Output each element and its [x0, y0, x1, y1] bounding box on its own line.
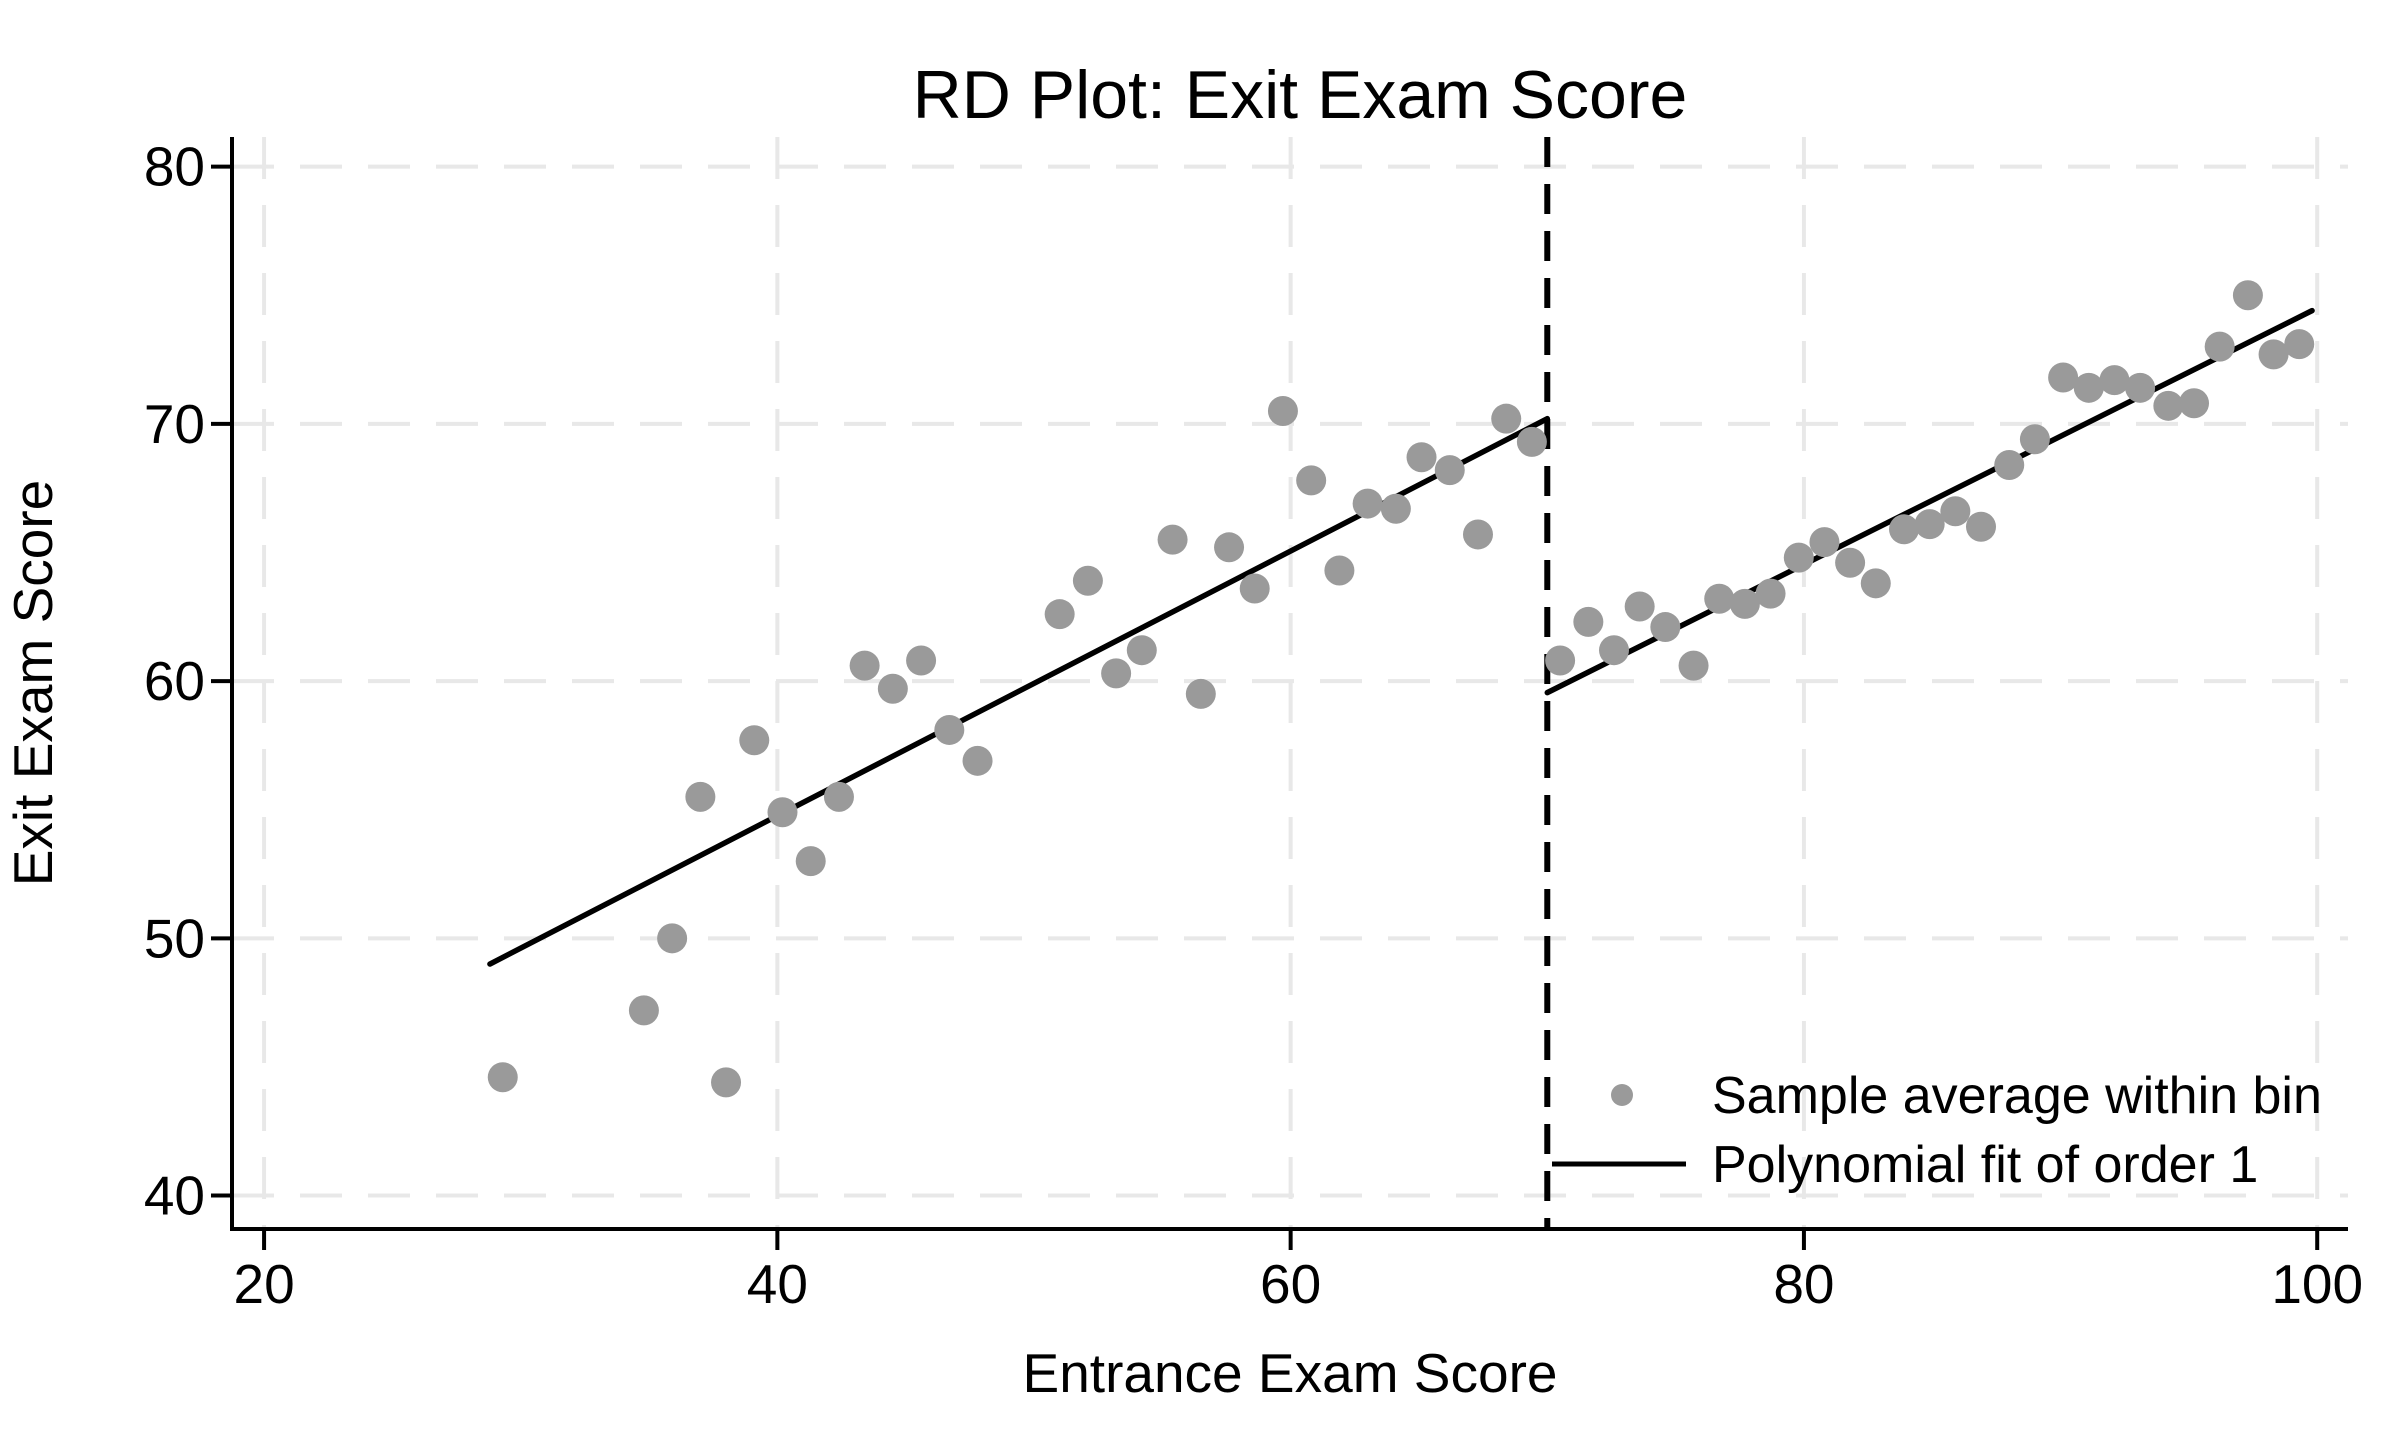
- y-tick-label-40: 40: [144, 1165, 205, 1227]
- tick-labels-layer: 20 40 60 80 100 40 50 60 70 80: [144, 136, 2363, 1315]
- data-point: [823, 781, 854, 812]
- data-point: [685, 781, 716, 812]
- data-point: [1101, 658, 1132, 689]
- data-point: [1678, 650, 1709, 681]
- x-axis-title: Entrance Exam Score: [1023, 1342, 1558, 1404]
- data-point: [1704, 583, 1735, 614]
- gridlines: [232, 137, 2348, 1229]
- data-point: [1940, 496, 1971, 527]
- data-point: [1994, 449, 2025, 480]
- data-point: [906, 645, 937, 676]
- data-point: [1380, 493, 1411, 524]
- y-axis-title: Exit Exam Score: [2, 480, 64, 887]
- data-point: [2232, 280, 2263, 311]
- legend-label-points: Sample average within bin: [1712, 1067, 2322, 1125]
- data-point: [795, 846, 826, 877]
- legend-label-fit: Polynomial fit of order 1: [1712, 1136, 2258, 1194]
- x-tick-label-100: 100: [2271, 1253, 2363, 1315]
- data-point: [2179, 388, 2210, 419]
- axes-layer: [211, 137, 2348, 1250]
- data-point: [1462, 519, 1493, 550]
- data-point: [2073, 372, 2104, 403]
- data-point: [2284, 329, 2315, 360]
- data-point: [1267, 395, 1298, 426]
- data-point: [1599, 635, 1630, 666]
- data-point: [1783, 542, 1814, 573]
- y-tick-label-50: 50: [144, 907, 205, 969]
- data-point: [1072, 565, 1103, 596]
- data-point: [1729, 588, 1760, 619]
- data-point: [1324, 555, 1355, 586]
- data-point: [1491, 403, 1522, 434]
- data-point: [1755, 578, 1786, 609]
- data-point: [1516, 426, 1547, 457]
- legend-dot-marker: [1611, 1084, 1633, 1106]
- y-tick-label-80: 80: [144, 136, 205, 198]
- data-point: [934, 714, 965, 745]
- data-point: [1296, 465, 1327, 496]
- data-point: [1406, 442, 1437, 473]
- data-point: [628, 995, 659, 1026]
- x-tick-label-60: 60: [1260, 1253, 1321, 1315]
- data-point: [1860, 568, 1891, 599]
- data-point: [657, 923, 688, 954]
- data-point: [1966, 511, 1997, 542]
- y-tick-label-70: 70: [144, 393, 205, 455]
- data-point: [739, 725, 770, 756]
- x-tick-label-20: 20: [233, 1253, 294, 1315]
- data-point: [1157, 524, 1188, 555]
- x-tick-label-40: 40: [747, 1253, 808, 1315]
- data-point: [2204, 331, 2235, 362]
- legend: Sample average within bin Polynomial fit…: [1552, 1067, 2322, 1194]
- data-point: [1573, 606, 1604, 637]
- data-point: [2258, 339, 2289, 370]
- data-point: [767, 797, 798, 828]
- data-point: [849, 650, 880, 681]
- data-point: [711, 1067, 742, 1098]
- data-point: [487, 1062, 518, 1093]
- y-tick-label-60: 60: [144, 650, 205, 712]
- data-point: [1239, 573, 1270, 604]
- x-tick-label-80: 80: [1773, 1253, 1834, 1315]
- data-point: [962, 745, 993, 776]
- data-point: [1809, 527, 1840, 558]
- data-point: [1126, 635, 1157, 666]
- data-point: [1624, 591, 1655, 622]
- data-point: [1545, 645, 1576, 676]
- data-point: [1185, 678, 1216, 709]
- scatter-points-layer: [487, 280, 2315, 1098]
- data-point: [1914, 509, 1945, 540]
- data-point: [2048, 362, 2079, 393]
- data-point: [1434, 455, 1465, 486]
- data-point: [1835, 547, 1866, 578]
- data-point: [2019, 424, 2050, 455]
- data-point: [1214, 532, 1245, 563]
- data-point: [877, 673, 908, 704]
- chart-title: RD Plot: Exit Exam Score: [913, 57, 1688, 133]
- data-point: [2153, 390, 2184, 421]
- data-point: [2125, 372, 2156, 403]
- fit-line-layer: [487, 307, 2315, 967]
- data-point: [1889, 514, 1920, 545]
- data-point: [2099, 365, 2130, 396]
- data-point: [1352, 488, 1383, 519]
- data-point: [1650, 612, 1681, 643]
- data-point: [1044, 599, 1075, 630]
